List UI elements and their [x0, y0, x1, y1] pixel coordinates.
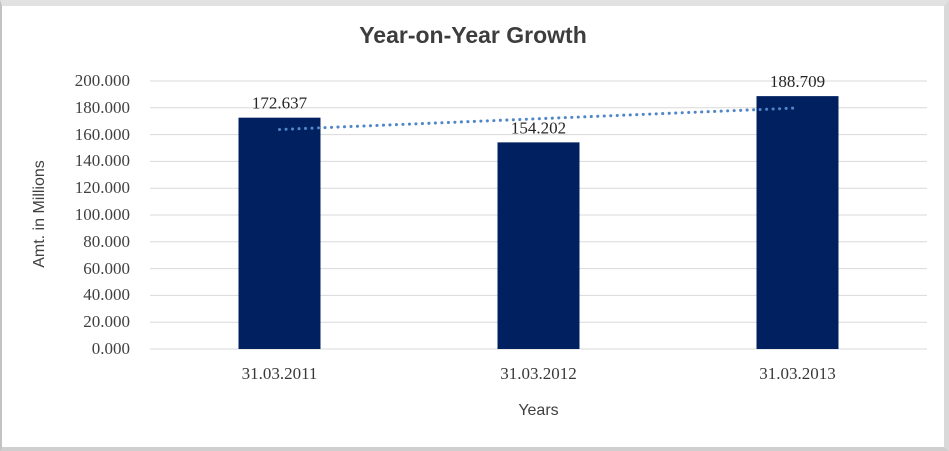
y-tick-label: 100.000	[74, 205, 130, 224]
x-category-label: 31.03.2011	[241, 364, 318, 383]
bar-data-label: 154.202	[511, 118, 566, 137]
y-tick-label: 0.000	[91, 339, 130, 358]
chart-title: Year-on-Year Growth	[359, 22, 587, 48]
y-tick-label: 120.000	[74, 178, 130, 198]
y-tick-label: 60.000	[83, 258, 130, 278]
y-tick-label: 80.000	[83, 231, 130, 251]
bar-data-label: 172.637	[252, 94, 308, 113]
bar-data-label: 188.709	[770, 72, 825, 91]
x-category-label: 31.03.2012	[500, 364, 577, 383]
bar	[497, 142, 580, 349]
plot-area: 172.637 154.202 188.709	[150, 72, 927, 350]
y-tick-label: 140.000	[74, 151, 130, 171]
y-tick-label: 20.000	[83, 312, 130, 332]
y-tick-label: 200.000	[74, 71, 130, 90]
bar	[756, 96, 839, 349]
x-axis-title: Years	[518, 402, 559, 419]
bar	[238, 117, 321, 350]
y-tick-label: 160.000	[74, 124, 130, 144]
x-category-label: 31.03.2013	[759, 364, 836, 383]
y-tick-label: 40.000	[83, 285, 130, 305]
y-tick-label: 180.000	[74, 97, 130, 117]
trendline	[278, 106, 799, 131]
